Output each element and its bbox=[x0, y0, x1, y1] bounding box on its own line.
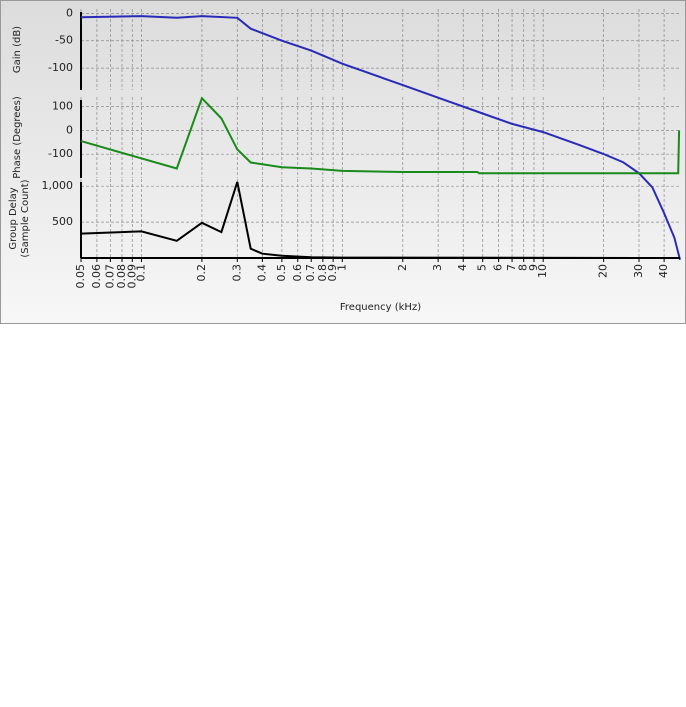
x-tick-label: 10 bbox=[536, 264, 549, 278]
line-series bbox=[80, 15, 681, 260]
y-tick-label: -100 bbox=[48, 147, 73, 160]
x-tick-label: 0.1 bbox=[134, 264, 147, 282]
x-tick-label: 0.5 bbox=[275, 264, 288, 282]
x-tick-label: 7 bbox=[505, 264, 518, 271]
y-axis-label: Gain (dB) bbox=[12, 26, 23, 73]
y-tick-label: 0 bbox=[66, 6, 73, 19]
x-tick-label: 0.09 bbox=[125, 264, 138, 289]
y-axis-label: Group Delay(Sample Count) bbox=[8, 179, 31, 257]
x-tick-label: 9 bbox=[527, 264, 540, 271]
y-axis-label: Phase (Degrees) bbox=[12, 96, 23, 179]
x-tick-label: 20 bbox=[597, 264, 610, 278]
x-tick-label: 0.08 bbox=[115, 264, 128, 289]
x-tick-label: 0.06 bbox=[90, 264, 103, 289]
line-series bbox=[80, 181, 681, 259]
x-tick-label: 30 bbox=[632, 264, 645, 278]
x-tick-label: 4 bbox=[456, 264, 469, 271]
x-axis-label: Frequency (kHz) bbox=[340, 302, 421, 313]
x-tick-label: 6 bbox=[492, 264, 505, 271]
x-tick-label: 0.8 bbox=[316, 264, 329, 282]
x-tick-label: 0.9 bbox=[326, 264, 339, 282]
x-tick-label: 2 bbox=[396, 264, 409, 271]
y-tick-label: 1,000 bbox=[42, 179, 74, 192]
y-tick-label: 100 bbox=[52, 100, 73, 113]
y-tick-label: 0 bbox=[66, 123, 73, 136]
x-tick-label: 0.6 bbox=[291, 264, 304, 282]
x-tick-label: 0.2 bbox=[195, 264, 208, 282]
y-tick-label: -50 bbox=[55, 34, 73, 47]
x-tick-label: 0.07 bbox=[103, 264, 116, 289]
y-tick-label: -100 bbox=[48, 61, 73, 74]
x-tick-label: 8 bbox=[517, 264, 530, 271]
x-tick-label: 3 bbox=[431, 264, 444, 271]
x-tick-label: 1 bbox=[335, 264, 348, 271]
x-tick-label: 40 bbox=[657, 264, 670, 278]
x-tick-label: 0.3 bbox=[230, 264, 243, 282]
x-tick-label: 0.4 bbox=[255, 264, 268, 282]
chart-background bbox=[0, 0, 686, 324]
x-tick-label: 0.7 bbox=[304, 264, 317, 282]
x-tick-label: 5 bbox=[476, 264, 489, 271]
x-tick-label: 0.05 bbox=[74, 264, 87, 289]
y-tick-label: 500 bbox=[52, 215, 73, 228]
line-series bbox=[80, 96, 681, 175]
